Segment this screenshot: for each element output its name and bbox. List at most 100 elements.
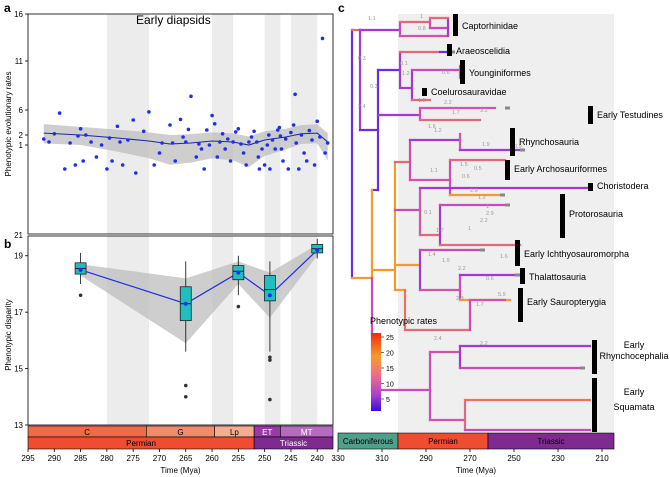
panel-label-b: b (4, 237, 11, 251)
data-point (291, 123, 296, 127)
data-point (273, 147, 278, 151)
x-tick-label: 250 (258, 454, 272, 463)
data-point (134, 171, 138, 175)
data-point (52, 132, 57, 136)
chart-title: Early diapsids (136, 13, 211, 27)
data-point (78, 127, 83, 131)
branch-label: 1.2 (402, 71, 410, 77)
y-tick-label: 2 (19, 131, 24, 140)
x-tick-label: 285 (74, 454, 88, 463)
data-point (265, 143, 270, 147)
x-tick-label: 290 (419, 454, 433, 463)
x-axis-label: Time (Mya) (160, 466, 200, 475)
x-tick-label: 280 (100, 454, 114, 463)
data-point (323, 151, 327, 155)
data-point (68, 141, 72, 145)
branch-label: 0.6 (486, 276, 494, 282)
geologic-timescale-c: Carboniferous Permian Triassic 330 310 290 270… (331, 432, 615, 475)
stage-label: G (177, 428, 183, 437)
branch-label: 1.9 (442, 258, 450, 264)
box-outlier (183, 394, 188, 399)
data-point (268, 167, 272, 171)
branch-label: 1.7 (436, 228, 444, 234)
branch-label: 2.2 (480, 341, 488, 347)
legend-tick-label: 5 (386, 397, 390, 404)
branch-label: 0.3 (358, 56, 366, 62)
x-tick-label: 275 (126, 454, 140, 463)
data-point (244, 163, 248, 167)
data-point (278, 134, 283, 138)
data-point (320, 36, 325, 41)
data-point (141, 129, 146, 134)
data-point (226, 137, 230, 141)
data-point (107, 136, 112, 140)
data-point (233, 130, 238, 134)
data-point (215, 155, 220, 159)
data-point (289, 130, 293, 135)
branch-label: 2.4 (358, 104, 366, 110)
y-tick-label: 11 (15, 57, 24, 66)
clade-bar (588, 183, 593, 191)
stage-label: Lp (230, 428, 239, 437)
legend-colorbar (371, 333, 381, 411)
clade-bar (422, 88, 427, 96)
clade-bar (453, 14, 458, 36)
data-point (170, 141, 175, 145)
shaded-band (106, 236, 149, 425)
period-box (253, 436, 334, 450)
phylogenetic-tree: 1.1 1 0.8 0.3 0.3 0.1 1.2 0.6 1.5 2.2 2.4 1.7 3.2 1.6… (350, 14, 669, 432)
confidence-ribbon (43, 124, 328, 167)
box-mean (183, 301, 188, 306)
x-tick-label: 265 (179, 454, 193, 463)
box-outlier (268, 397, 272, 402)
rates-scatter-plot: Early diapsids 12 6 11 16 21 Phenotypic evolut… (4, 10, 334, 240)
box-mean (267, 293, 272, 298)
branch-label: 1.7 (476, 302, 484, 308)
legend-tick-label: 10 (386, 382, 394, 389)
smooth-trend-line (43, 132, 329, 146)
data-point (252, 129, 256, 134)
clade-label: Rhynchocephalia (599, 351, 668, 361)
clade-bar (518, 288, 523, 322)
branch-label: 1.2 (478, 195, 486, 201)
data-point (181, 135, 185, 139)
clade-label: Choristodera (597, 181, 649, 191)
data-point (202, 167, 206, 171)
data-point (160, 141, 164, 145)
clade-label: Captorhinidae (462, 21, 518, 31)
data-point (294, 141, 299, 145)
data-point (194, 155, 199, 159)
geologic-timescale-ab: C G Lp ET MT Permian Triassic (27, 425, 334, 450)
data-point (99, 143, 104, 147)
clade-label: Coelurosauravidae (431, 87, 507, 97)
x-axis-label: Time (Mya) (456, 466, 496, 475)
data-point (281, 159, 285, 163)
stage-label: MT (301, 428, 313, 437)
x-tick-label: 250 (507, 454, 521, 463)
data-point (218, 140, 222, 144)
data-point (304, 159, 309, 163)
data-point (94, 155, 99, 159)
x-tick-label: 295 (21, 454, 35, 463)
box-outlier (183, 383, 188, 388)
branch-label: 2.9 (486, 211, 494, 217)
clade-label: Rhynchosauria (519, 137, 579, 147)
branch-label: 1.5 (460, 162, 468, 168)
branch-label: 0.9 (514, 144, 522, 150)
branch-label: 0.1 (400, 61, 408, 67)
data-point (81, 159, 85, 163)
clade-label: Squamata (613, 402, 654, 412)
box-mean (315, 248, 320, 253)
shaded-band (264, 14, 281, 234)
disparity-box-plot: 13 15 17 19 Phenotypic disparity 295 290 285 280… (4, 235, 334, 475)
clade-label: Thalattosauria (529, 272, 586, 282)
data-point (302, 151, 306, 155)
x-tick-label: 270 (463, 454, 477, 463)
data-point (247, 140, 251, 144)
shaded-band (290, 14, 318, 234)
data-point (267, 133, 271, 137)
clade-label: Younginiformes (469, 68, 531, 78)
plot-frame (27, 13, 334, 235)
data-point (152, 163, 156, 167)
box-mean (78, 267, 83, 272)
